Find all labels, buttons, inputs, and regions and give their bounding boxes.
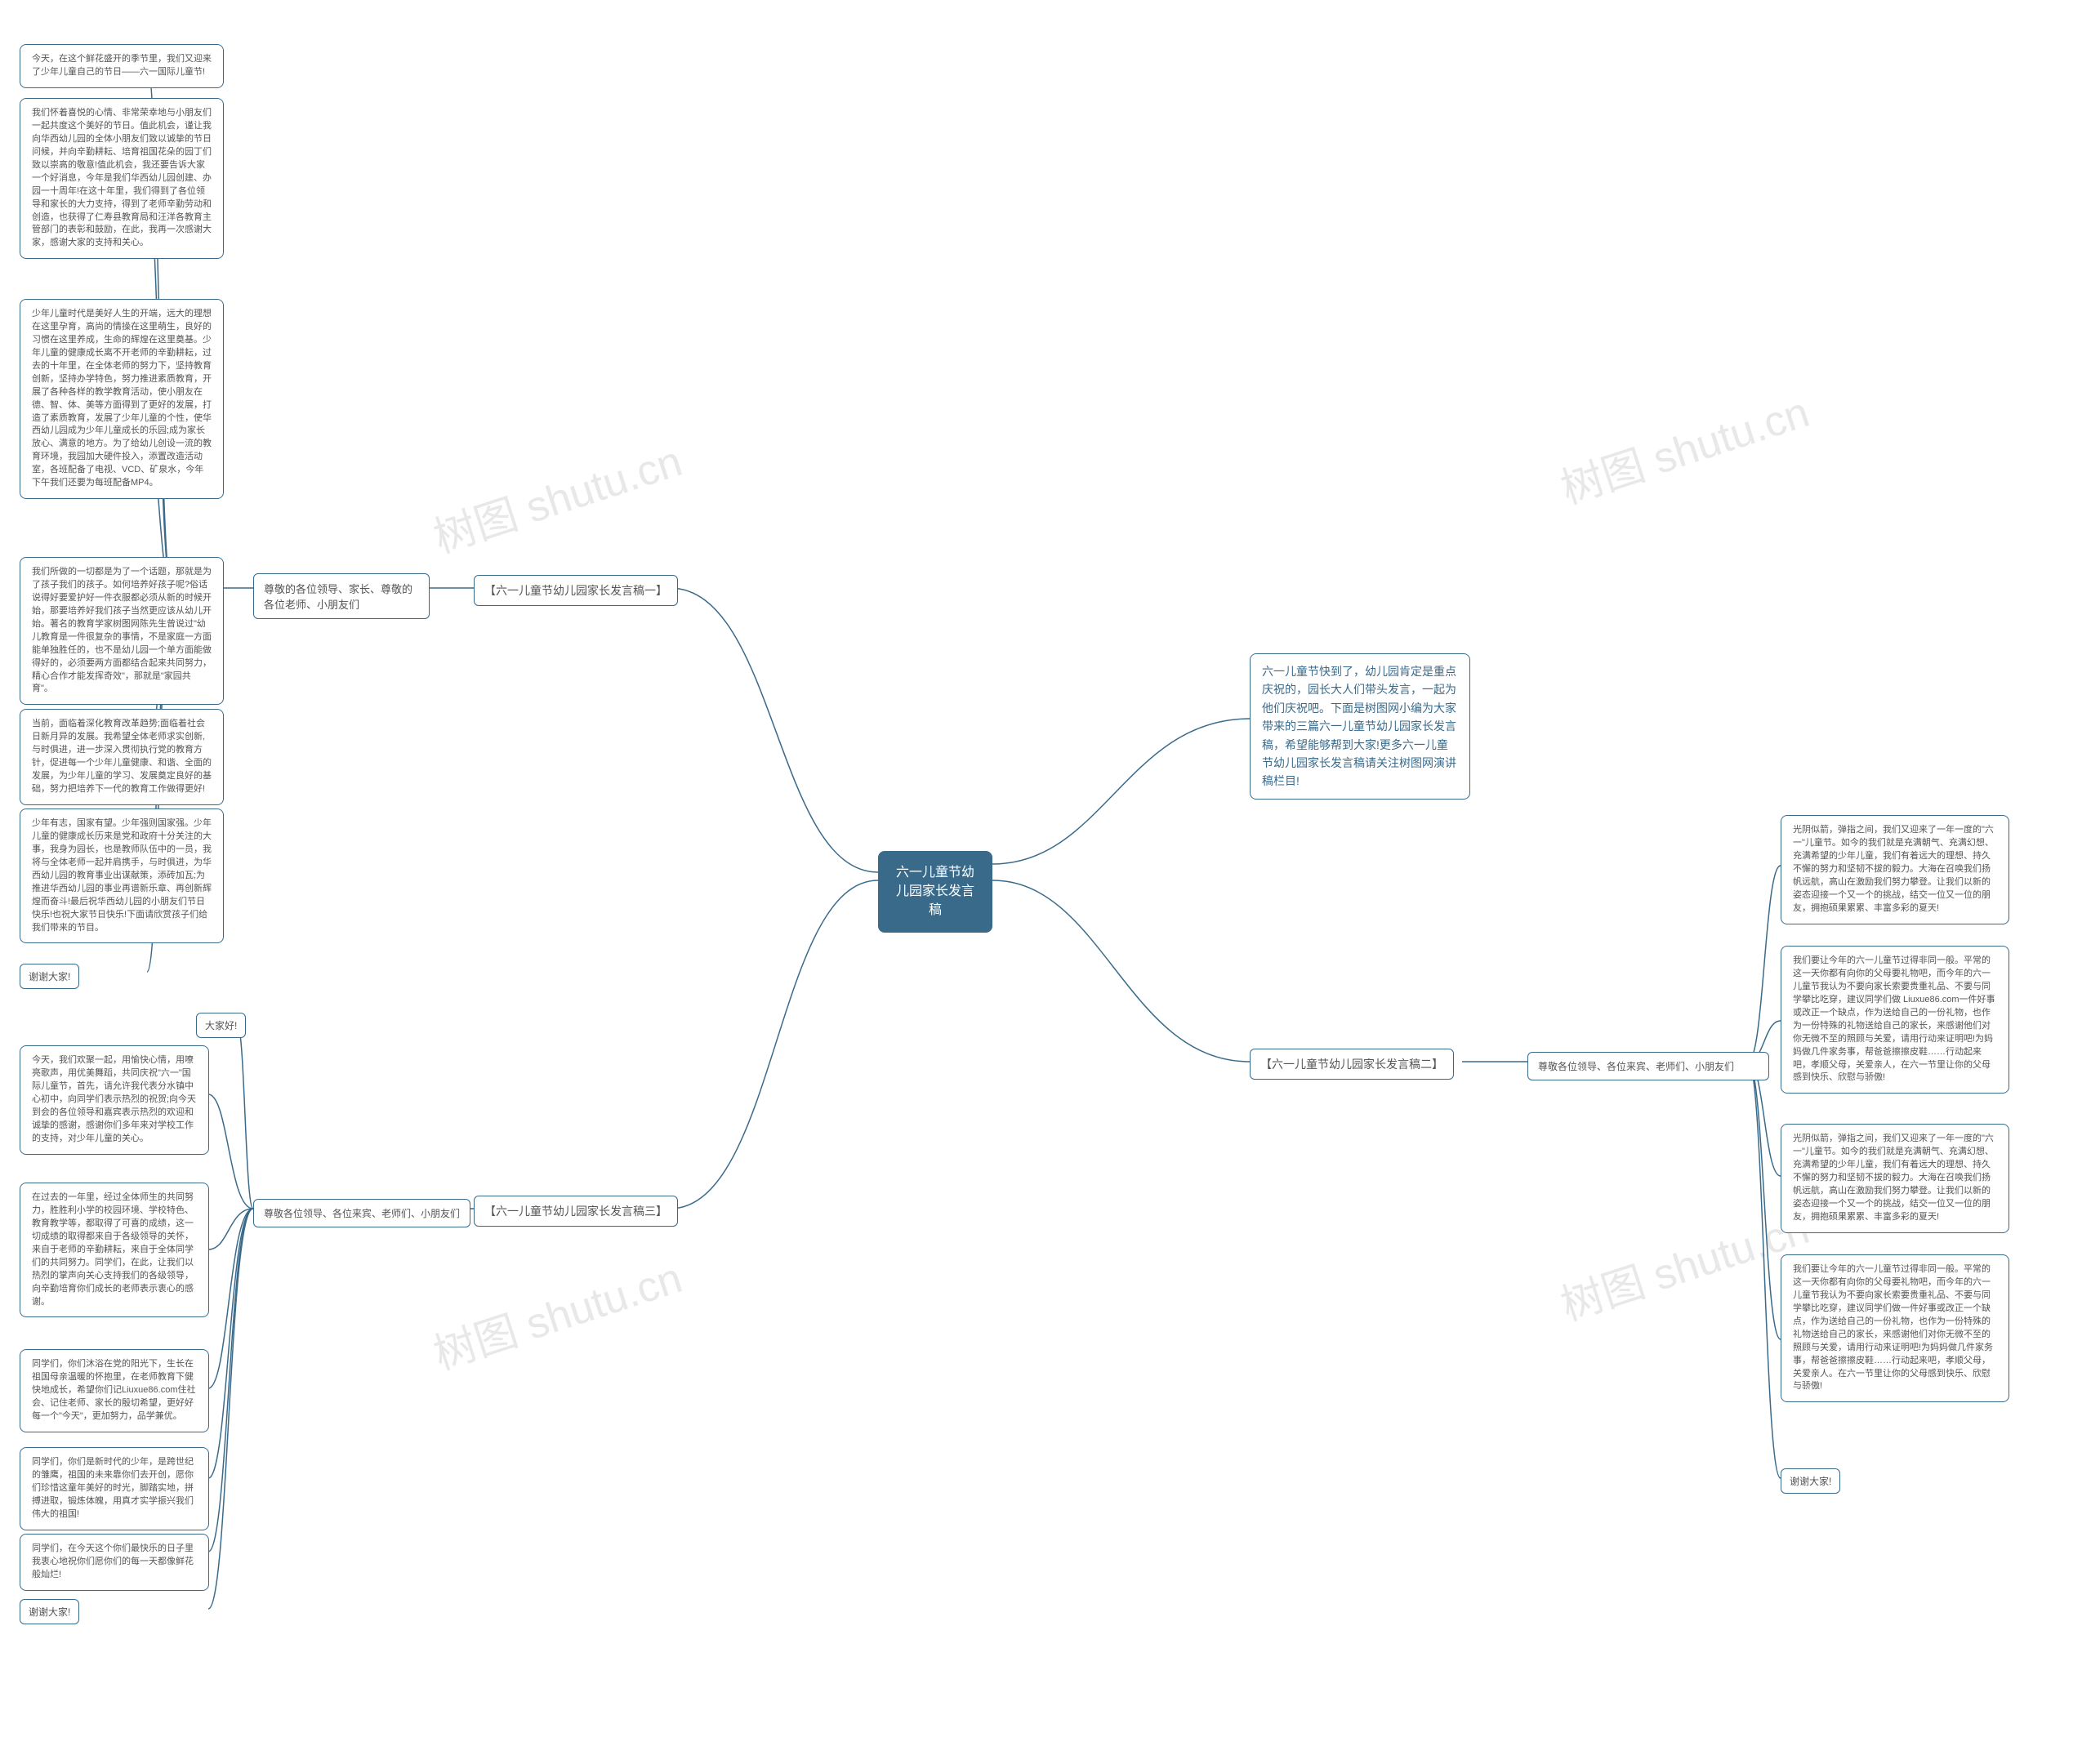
- section2-label: 【六一儿童节幼儿园家长发言稿二】: [1250, 1049, 1454, 1080]
- section3-p5: 同学们，在今天这个你们最快乐的日子里我衷心地祝你们愿你们的每一天都像鲜花般灿烂!: [20, 1534, 209, 1591]
- section1-greeting: 尊敬的各位领导、家长、尊敬的各位老师、小朋友们: [253, 573, 430, 619]
- section1-label: 【六一儿童节幼儿园家长发言稿一】: [474, 575, 678, 606]
- section2-p3: 光阴似箭，弹指之间，我们又迎来了一年一度的"六一"儿童节。如今的我们就是充满朝气…: [1781, 1124, 2009, 1233]
- section3-label: 【六一儿童节幼儿园家长发言稿三】: [474, 1196, 678, 1227]
- watermark: 树图 shutu.cn: [1552, 378, 1816, 516]
- section2-p4: 我们要让今年的六一儿童节过得非同一般。平常的这一天你都有向你的父母要礼物吧，而今…: [1781, 1254, 2009, 1402]
- watermark: 树图 shutu.cn: [425, 1244, 689, 1382]
- section1-p2: 我们怀着喜悦的心情、非常荣幸地与小朋友们一起共度这个美好的节日。值此机会，谨让我…: [20, 98, 224, 259]
- section2-thanks: 谢谢大家!: [1781, 1468, 1840, 1494]
- connector-lines: [0, 0, 2091, 1764]
- watermark: 树图 shutu.cn: [1552, 1195, 1816, 1333]
- section3-thanks: 谢谢大家!: [20, 1599, 79, 1624]
- center-title: 六一儿童节幼儿园家长发言稿: [878, 851, 992, 933]
- section3-p3: 同学们，你们沐浴在党的阳光下，生长在祖国母亲温暖的怀抱里，在老师教育下健快地成长…: [20, 1349, 209, 1432]
- section3-p1: 今天，我们欢聚一起，用愉快心情，用嘹亮歌声，用优美舞蹈，共同庆祝"六一"国际儿童…: [20, 1045, 209, 1155]
- section1-p4: 我们所做的一切都是为了一个话题，那就是为了孩子我们的孩子。如何培养好孩子呢?俗话…: [20, 557, 224, 705]
- watermark: 树图 shutu.cn: [425, 427, 689, 565]
- section3-p4: 同学们，你们是新时代的少年，是跨世纪的雏鹰，祖国的未来靠你们去开创，愿你们珍惜这…: [20, 1447, 209, 1530]
- section3-greeting: 尊敬各位领导、各位来宾、老师们、小朋友们: [253, 1199, 470, 1227]
- section3-p2: 在过去的一年里，经过全体师生的共同努力，胜胜利小学的校园环境、学校特色、教育教学…: [20, 1183, 209, 1317]
- section1-thanks: 谢谢大家!: [20, 964, 79, 989]
- section1-p5: 当前，面临着深化教育改革趋势;面临着社会日新月异的发展。我希望全体老师求实创新,…: [20, 709, 224, 805]
- section1-p1: 今天，在这个鲜花盛开的季节里，我们又迎来了少年儿童自己的节日——六一国际儿童节!: [20, 44, 224, 88]
- section1-p6: 少年有志，国家有望。少年强则国家强。少年儿童的健康成长历来是党和政府十分关注的大…: [20, 808, 224, 943]
- intro-text: 六一儿童节快到了，幼儿园肯定是重点庆祝的，园长大人们带头发言，一起为他们庆祝吧。…: [1250, 653, 1470, 800]
- section2-p1: 光阴似箭，弹指之间，我们又迎来了一年一度的"六一"儿童节。如今的我们就是充满朝气…: [1781, 815, 2009, 924]
- section3-hello: 大家好!: [196, 1013, 246, 1038]
- section2-greeting: 尊敬各位领导、各位来宾、老师们、小朋友们: [1527, 1052, 1769, 1080]
- section2-p2: 我们要让今年的六一儿童节过得非同一般。平常的这一天你都有向你的父母要礼物吧，而今…: [1781, 946, 2009, 1094]
- section1-p3: 少年儿童时代是美好人生的开端，远大的理想在这里孕育，高尚的情操在这里萌生，良好的…: [20, 299, 224, 499]
